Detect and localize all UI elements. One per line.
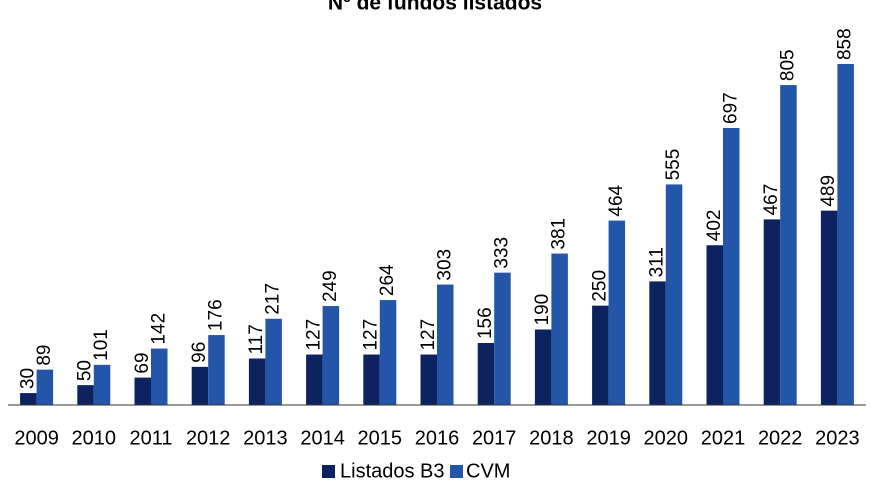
data-label: 402 (704, 210, 725, 242)
data-label: 156 (475, 307, 496, 339)
x-tick-label: 2011 (129, 427, 172, 449)
data-label: 50 (75, 360, 96, 381)
data-label: 69 (132, 352, 153, 373)
x-tick-label: 2021 (701, 427, 746, 449)
data-label: 117 (246, 324, 267, 354)
bar (306, 354, 323, 405)
bar (551, 253, 568, 405)
bar (208, 335, 225, 405)
data-label: 489 (818, 175, 839, 207)
bar (36, 369, 54, 405)
data-label: 89 (34, 344, 55, 365)
legend-label: Listados B3 (340, 460, 445, 482)
bar (363, 354, 380, 405)
data-label: 555 (663, 149, 684, 181)
x-tick-label: 2015 (358, 427, 403, 449)
legend-label: CVM (466, 460, 510, 482)
bar (477, 343, 495, 405)
chart-title: Nº de fundos listados (328, 0, 542, 15)
x-tick-label: 2016 (415, 427, 460, 449)
data-label: 467 (761, 184, 782, 216)
data-label: 249 (320, 270, 341, 302)
x-tick-label: 2012 (186, 427, 231, 449)
bar (379, 300, 397, 405)
data-label: 381 (549, 218, 570, 250)
data-label: 311 (647, 247, 668, 277)
data-label: 101 (91, 329, 112, 361)
data-label: 127 (361, 319, 382, 351)
bar (723, 127, 740, 405)
bar (837, 64, 854, 405)
bar (534, 329, 552, 405)
data-label: 176 (205, 299, 226, 331)
bar (322, 306, 340, 405)
bar (665, 184, 683, 405)
x-tick-label: 2014 (300, 427, 345, 449)
data-label: 30 (17, 368, 38, 389)
x-tick-label: 2009 (14, 427, 59, 449)
data-label: 303 (434, 249, 455, 281)
data-label: 127 (418, 319, 439, 351)
data-label: 127 (303, 319, 324, 351)
bar (420, 354, 437, 405)
x-tick-label: 2023 (815, 427, 860, 449)
x-tick-label: 2017 (472, 427, 517, 449)
x-tick-label: 2013 (243, 427, 288, 449)
data-label: 805 (777, 49, 798, 81)
bar (191, 366, 209, 405)
data-label: 190 (532, 294, 553, 326)
data-label: 858 (835, 28, 856, 60)
bar (134, 377, 151, 405)
bar (820, 210, 838, 405)
bar (494, 272, 511, 405)
bar (706, 245, 723, 405)
legend-swatch (450, 465, 463, 478)
data-label: 250 (589, 270, 610, 302)
data-label: 264 (377, 264, 398, 296)
x-tick-label: 2018 (529, 427, 574, 449)
bar (437, 284, 454, 405)
bar (649, 281, 666, 405)
x-tick-label: 2022 (758, 427, 803, 449)
data-label: 697 (720, 92, 741, 124)
bar (151, 348, 168, 405)
bar (780, 85, 797, 406)
data-label: 333 (491, 237, 512, 269)
bar (77, 385, 94, 405)
bar (265, 318, 282, 405)
data-label: 464 (606, 184, 627, 216)
data-label: 96 (189, 342, 210, 363)
x-tick-label: 2020 (644, 427, 689, 449)
legend-swatch (322, 465, 335, 478)
bar (20, 393, 37, 405)
bar (592, 305, 609, 405)
bar (608, 220, 626, 405)
bar (248, 358, 266, 405)
data-label: 217 (263, 283, 284, 315)
x-tick-label: 2010 (72, 427, 117, 449)
data-label: 142 (148, 313, 169, 345)
bar (763, 219, 781, 405)
bar (93, 364, 111, 405)
x-tick-label: 2019 (586, 427, 631, 449)
